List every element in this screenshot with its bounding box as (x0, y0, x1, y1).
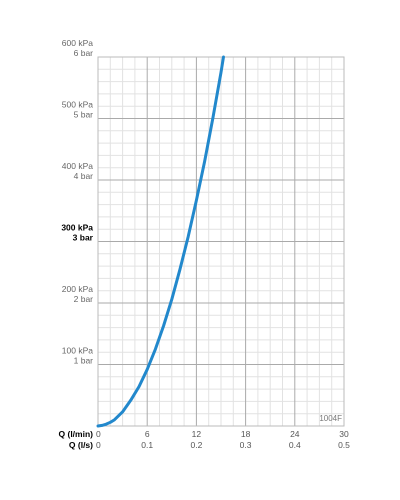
flow-pressure-curve (96, 55, 225, 428)
y-tick-label-kpa: 200 kPa (62, 284, 93, 294)
y-tick-label-kpa: 300 kPa (61, 223, 93, 233)
x-tick-label-lpm: 12 (192, 429, 202, 439)
x-tick-label-lpm: 24 (290, 429, 300, 439)
y-tick-label-bar: 5 bar (74, 110, 94, 120)
x-tick-label-lps: 0 (96, 440, 101, 450)
y-tick-label-bar: 6 bar (74, 48, 94, 58)
y-tick-label-bar: 4 bar (74, 171, 94, 181)
x-axis-labels: 00 60.1 120.2 180.3 240.4 300.5 (96, 429, 350, 450)
y-tick-label-kpa: 100 kPa (62, 346, 93, 356)
x-tick-label-lpm: 30 (339, 429, 349, 439)
plot-frame (97, 56, 345, 427)
x-axis-title-lps: Q (l/s) (69, 440, 93, 450)
x-tick-label-lpm: 6 (145, 429, 150, 439)
y-tick-label-kpa: 400 kPa (62, 161, 93, 171)
y-tick-label-kpa: 600 kPa (62, 38, 93, 48)
x-tick-label-lps: 0.5 (338, 440, 350, 450)
y-tick-label-bar: 1 bar (74, 356, 94, 366)
x-tick-label-lps: 0.4 (289, 440, 301, 450)
y-tick-label-kpa: 500 kPa (62, 100, 93, 110)
chart-code-label: 1004F (319, 414, 342, 423)
y-tick-label-bar: 2 bar (74, 294, 94, 304)
x-tick-label-lps: 0.3 (240, 440, 252, 450)
x-tick-label-lpm: 0 (96, 429, 101, 439)
x-tick-label-lps: 0.2 (190, 440, 202, 450)
y-tick-label-bar: 3 bar (73, 233, 94, 243)
x-axis-title-lpm: Q (l/min) (59, 429, 94, 439)
x-tick-label-lps: 0.1 (141, 440, 153, 450)
x-tick-label-lpm: 18 (241, 429, 251, 439)
